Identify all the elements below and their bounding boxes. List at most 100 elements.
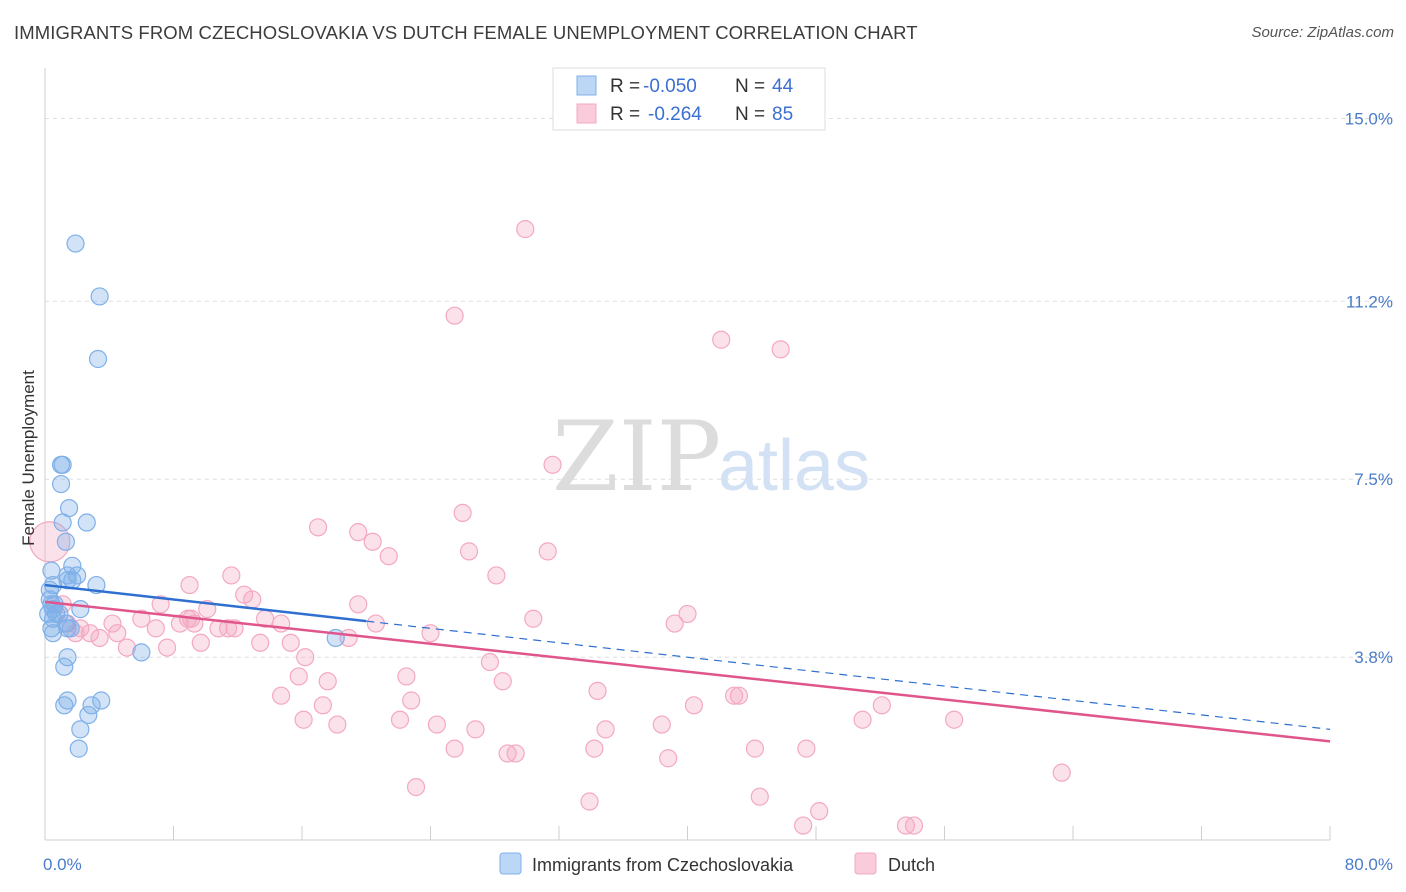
czechoslovakia-point-25 bbox=[71, 600, 90, 619]
dutch-point-30 bbox=[272, 686, 291, 705]
dutch-point-5 bbox=[80, 624, 100, 643]
dutch-point-63 bbox=[538, 542, 557, 561]
czechoslovakia-point-9 bbox=[56, 532, 75, 551]
axes bbox=[44, 68, 1331, 841]
dutch-trend-line bbox=[44, 600, 1331, 743]
dutch-point-33 bbox=[289, 667, 308, 686]
dutch-point-26 bbox=[243, 590, 262, 609]
dutch-point-79 bbox=[794, 816, 813, 835]
legend-r-label-1: R = bbox=[610, 104, 640, 125]
dutch-point-81 bbox=[810, 802, 829, 821]
legend-n-label-1: N = bbox=[735, 104, 765, 125]
dutch-point-44 bbox=[379, 547, 398, 566]
czechoslovakia-point-39 bbox=[82, 696, 101, 715]
dutch-point-6 bbox=[90, 628, 109, 648]
dutch-point-23 bbox=[222, 566, 241, 585]
dutch-point-75 bbox=[729, 686, 749, 705]
dutch-point-67 bbox=[588, 681, 607, 700]
czechoslovakia-point-15 bbox=[68, 566, 87, 585]
bottom-legend-swatch-czechoslovakia bbox=[499, 852, 522, 875]
dutch-point-62 bbox=[524, 609, 543, 628]
dutch-point-36 bbox=[308, 518, 328, 537]
y-tick-label-3: 15.0% bbox=[1345, 109, 1393, 128]
dutch-point-12 bbox=[151, 595, 170, 614]
dutch-point-65 bbox=[580, 792, 599, 811]
stats-legend: R = -0.050 N = 44 R = -0.264 N = 85 bbox=[552, 67, 826, 131]
stats-legend-box bbox=[552, 67, 826, 131]
dutch-point-29 bbox=[272, 614, 291, 633]
dutch-point-78 bbox=[771, 340, 790, 359]
dutch-point-49 bbox=[421, 624, 440, 643]
dutch-point-9 bbox=[117, 638, 137, 657]
chart-title: IMMIGRANTS FROM CZECHOSLOVAKIA VS DUTCH … bbox=[14, 22, 918, 43]
dutch-point-4 bbox=[71, 619, 90, 638]
series-czechoslovakia-points bbox=[39, 234, 345, 758]
dutch-point-48 bbox=[406, 777, 426, 797]
y-tick-labels: 3.8% 7.5% 11.2% 15.0% bbox=[1345, 109, 1393, 667]
dutch-point-31 bbox=[281, 633, 300, 652]
series-dutch-points bbox=[29, 220, 1071, 835]
dutch-point-74 bbox=[712, 330, 731, 349]
dutch-point-76 bbox=[745, 739, 765, 758]
dutch-point-68 bbox=[596, 720, 615, 739]
legend-swatch-czechoslovakia bbox=[576, 75, 597, 96]
legend-n-label-0: N = bbox=[735, 76, 765, 97]
y-tick-label-2: 11.2% bbox=[1346, 292, 1393, 311]
czechoslovakia-point-38 bbox=[92, 691, 111, 710]
czechoslovakia-trend-line bbox=[44, 583, 367, 623]
legend-r-label-0: R = bbox=[610, 76, 640, 97]
dutch-point-88 bbox=[724, 686, 744, 705]
czechoslovakia-point-1 bbox=[90, 287, 109, 306]
czechoslovakia-trend-extension bbox=[366, 620, 1331, 730]
trend-lines bbox=[44, 583, 1331, 743]
dutch-point-50 bbox=[427, 715, 447, 734]
legend-r-value-0: -0.050 bbox=[643, 76, 697, 97]
dutch-point-37 bbox=[318, 672, 337, 691]
bottom-legend-label-dutch: Dutch bbox=[888, 855, 935, 875]
czechoslovakia-point-37 bbox=[55, 696, 74, 715]
legend-r-value-1: -0.264 bbox=[648, 104, 702, 125]
dutch-point-86 bbox=[1052, 763, 1071, 782]
czechoslovakia-point-36 bbox=[58, 691, 77, 710]
legend-n-value-1: 85 bbox=[772, 104, 793, 125]
y-axis-label: Female Unemployment bbox=[19, 370, 38, 546]
dutch-point-72 bbox=[678, 604, 697, 624]
dutch-point-22 bbox=[219, 619, 238, 638]
dutch-point-82 bbox=[853, 710, 872, 729]
czechoslovakia-point-41 bbox=[71, 720, 90, 739]
czechoslovakia-point-7 bbox=[77, 513, 96, 532]
czechoslovakia-point-40 bbox=[79, 705, 98, 725]
dutch-point-35 bbox=[313, 696, 332, 715]
x-tick-labels: 0.0% 80.0% bbox=[43, 855, 1393, 874]
dutch-point-16 bbox=[170, 614, 190, 633]
czechoslovakia-point-42 bbox=[69, 739, 88, 758]
dutch-point-83 bbox=[872, 696, 891, 715]
dutch-point-43 bbox=[366, 614, 385, 633]
dutch-point-7 bbox=[103, 614, 122, 633]
dutch-point-77 bbox=[750, 787, 769, 806]
bottom-legend-label-czechoslovakia: Immigrants from Czechoslovakia bbox=[532, 855, 794, 875]
dutch-point-10 bbox=[132, 609, 151, 628]
czechoslovakia-point-29 bbox=[61, 619, 80, 638]
dutch-point-70 bbox=[659, 749, 678, 768]
watermark: ZIP atlas bbox=[552, 401, 870, 513]
chart-source: Source: ZipAtlas.com bbox=[1251, 24, 1394, 41]
dutch-point-64 bbox=[543, 455, 562, 474]
dutch-point-58 bbox=[493, 672, 512, 691]
dutch-point-45 bbox=[390, 710, 410, 729]
x-tick-label-min: 0.0% bbox=[43, 855, 82, 874]
watermark-atlas: atlas bbox=[718, 426, 870, 506]
dutch-point-69 bbox=[652, 715, 671, 734]
dutch-point-8 bbox=[108, 624, 127, 643]
dutch-point-42 bbox=[363, 532, 382, 551]
czechoslovakia-point-32 bbox=[132, 643, 151, 662]
dutch-point-61 bbox=[516, 220, 535, 239]
czechoslovakia-point-35 bbox=[55, 657, 74, 676]
dutch-point-54 bbox=[459, 542, 479, 561]
czechoslovakia-point-4 bbox=[53, 455, 72, 474]
y-tick-label-1: 7.5% bbox=[1354, 470, 1393, 489]
czechoslovakia-point-27 bbox=[43, 624, 63, 643]
dutch-point-51 bbox=[445, 306, 464, 325]
legend-n-value-0: 44 bbox=[772, 76, 794, 97]
